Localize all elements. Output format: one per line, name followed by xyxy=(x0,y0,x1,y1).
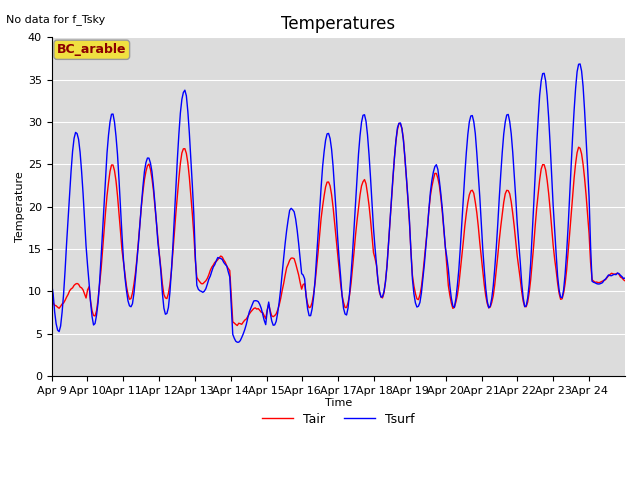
Tair xyxy=(48,299,56,304)
Tair xyxy=(545,191,552,196)
Text: No data for f_Tsky: No data for f_Tsky xyxy=(6,14,106,25)
Y-axis label: Temperature: Temperature xyxy=(15,171,25,242)
Tair xyxy=(621,278,629,284)
Tair xyxy=(344,300,352,306)
Tsurf xyxy=(621,275,629,281)
Tsurf xyxy=(234,339,241,345)
Tair xyxy=(620,277,627,283)
Tair xyxy=(67,286,75,292)
Tsurf xyxy=(85,280,93,286)
Tsurf xyxy=(344,305,352,311)
Tsurf xyxy=(620,276,627,281)
Tsurf xyxy=(48,281,56,287)
Tair xyxy=(234,323,241,328)
Title: Temperatures: Temperatures xyxy=(281,15,396,33)
Tsurf xyxy=(67,168,75,174)
Tair xyxy=(395,120,403,126)
Text: BC_arable: BC_arable xyxy=(57,43,127,56)
Tsurf xyxy=(543,93,551,99)
Tair xyxy=(460,239,467,244)
Tsurf xyxy=(458,220,466,226)
X-axis label: Time: Time xyxy=(324,398,352,408)
Legend: Tair, Tsurf: Tair, Tsurf xyxy=(257,408,420,431)
Line: Tair: Tair xyxy=(52,123,625,325)
Tair xyxy=(85,284,93,289)
Tsurf xyxy=(576,61,584,67)
Line: Tsurf: Tsurf xyxy=(52,64,625,342)
